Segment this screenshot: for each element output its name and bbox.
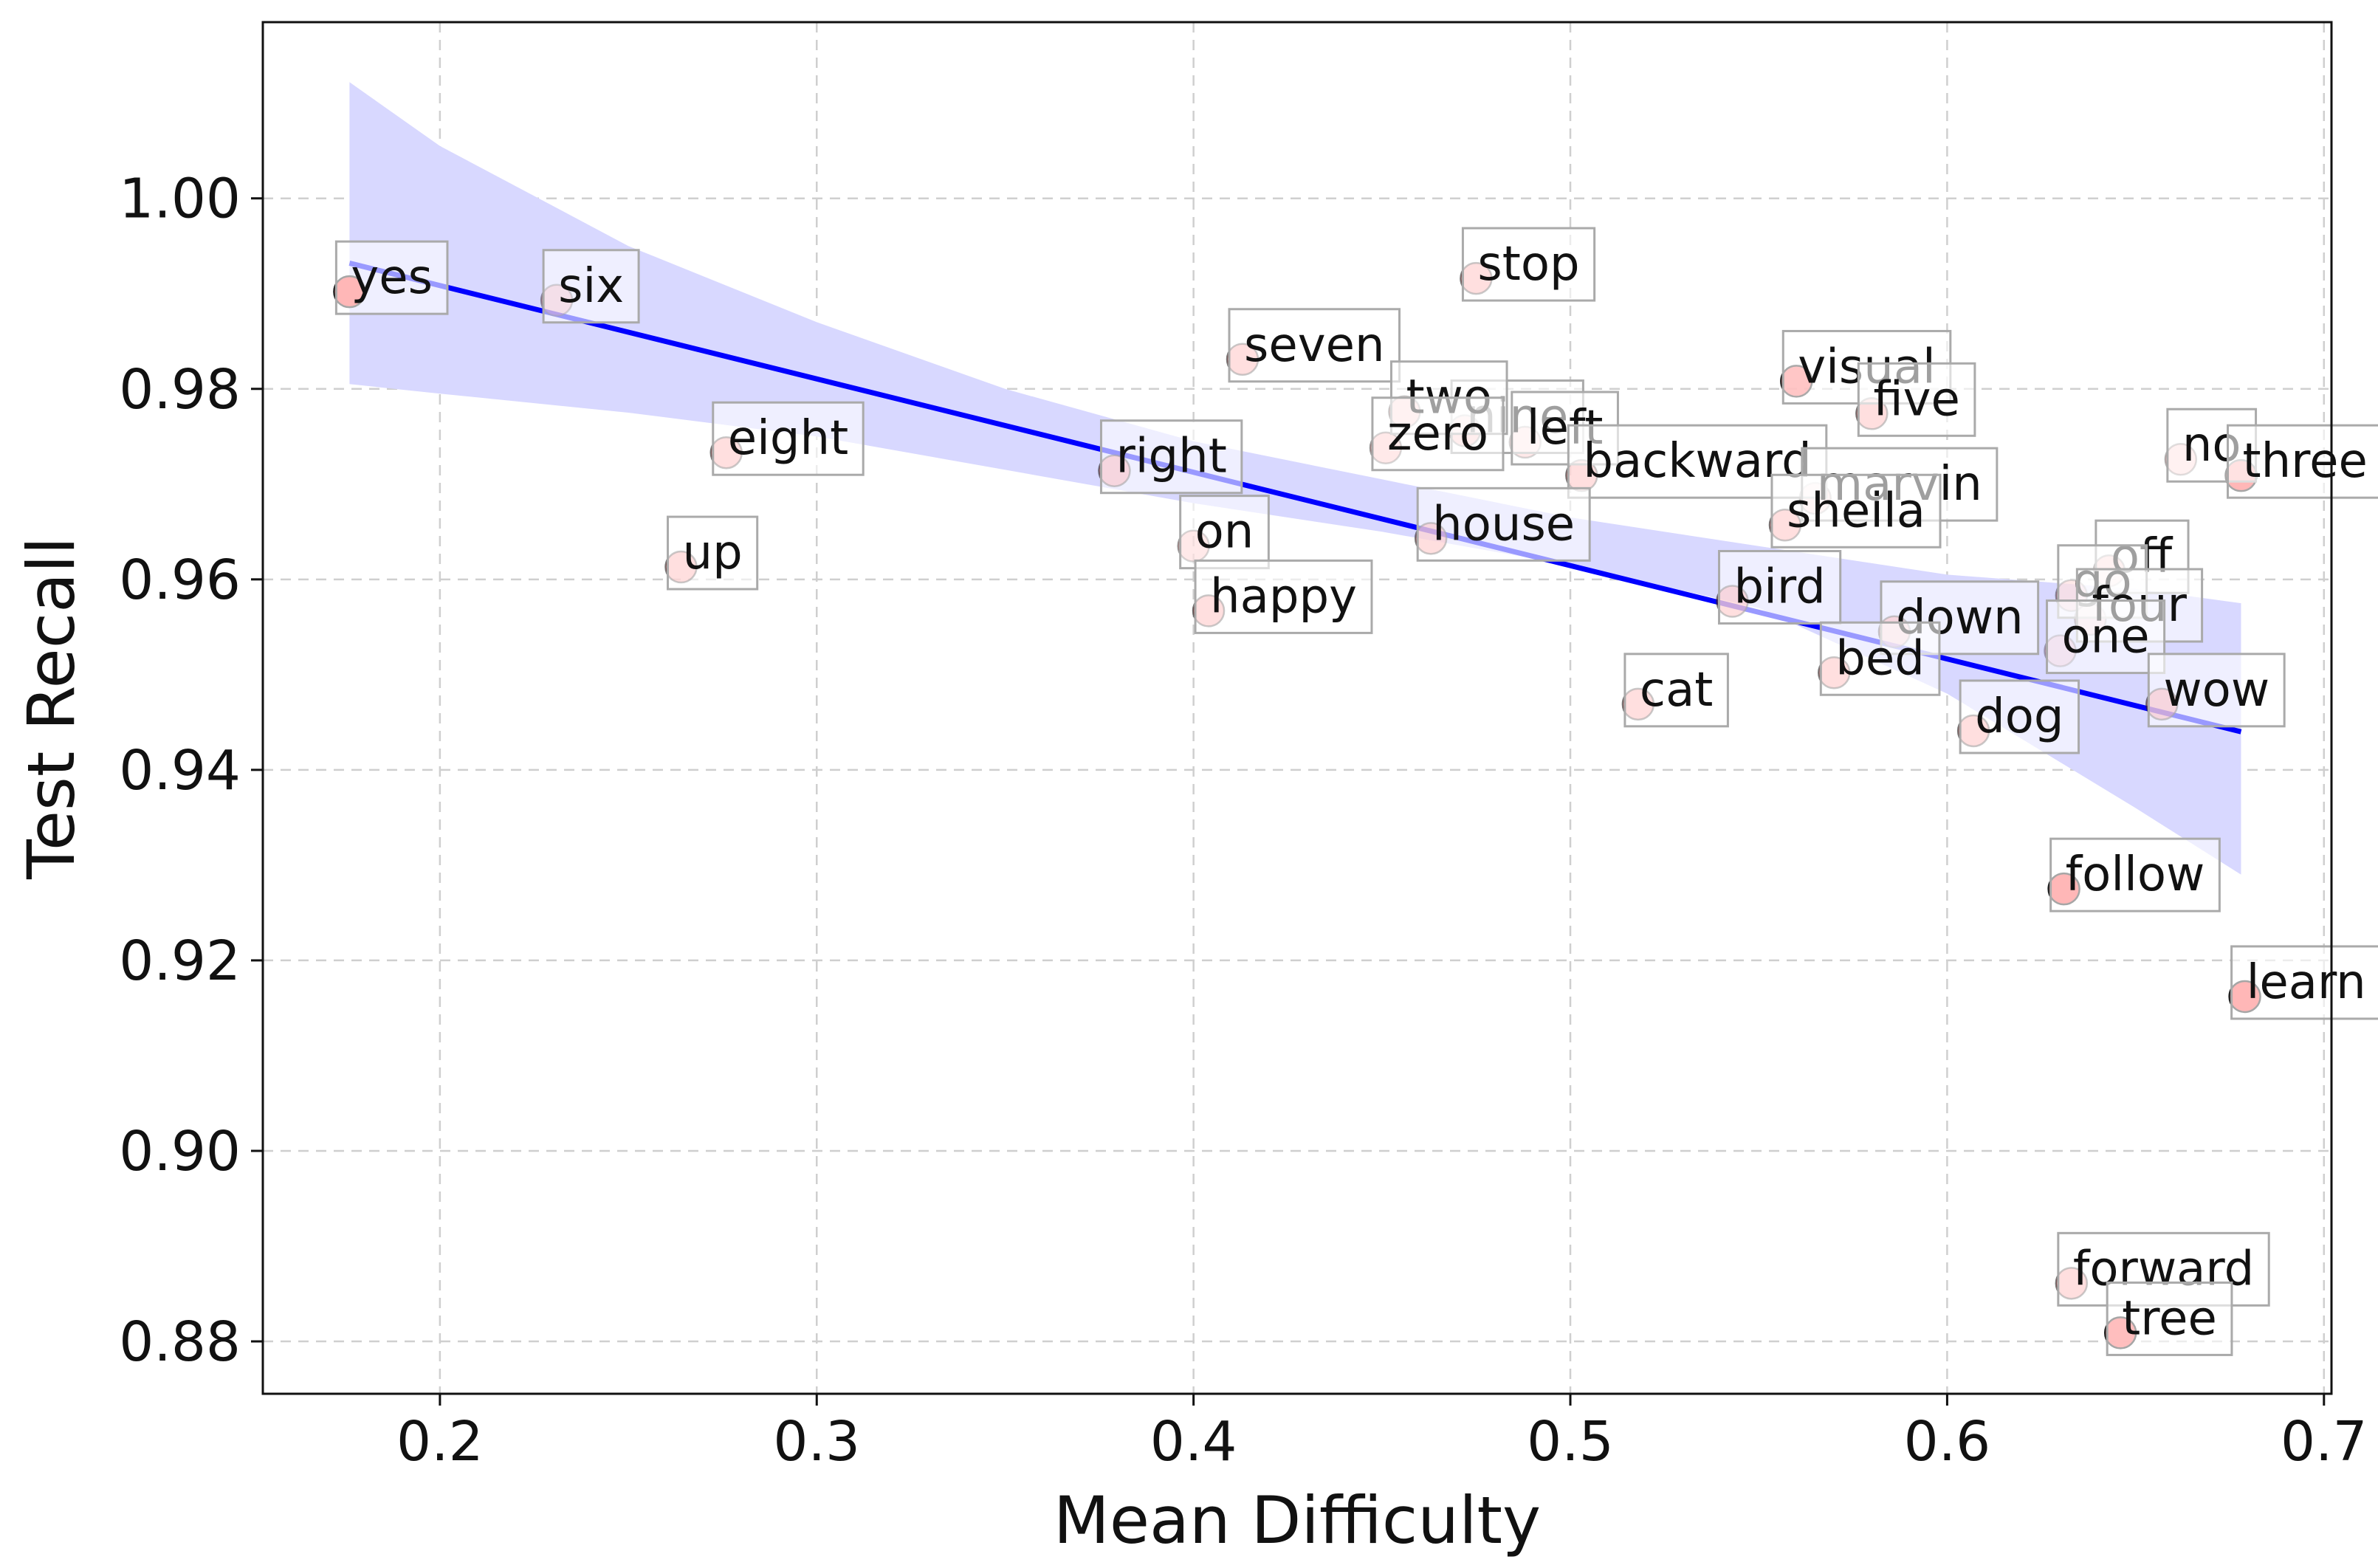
label-box	[1717, 549, 1842, 625]
point-label-right: right	[1099, 419, 1243, 495]
x-tick-label: 0.5	[1527, 1410, 1614, 1474]
label-text: dog	[1975, 690, 2063, 744]
point-label-eight: eight	[712, 401, 865, 476]
point-label-on: on	[1179, 495, 1270, 570]
point-label-sheila: sheila	[1770, 473, 1942, 549]
label-text: on	[1195, 505, 1254, 560]
x-tick-label: 0.7	[2281, 1410, 2368, 1474]
point-label-stop: stop	[1461, 227, 1596, 302]
label-box	[1857, 362, 1976, 437]
label-box	[1959, 679, 2080, 754]
point-label-cat: cat	[1623, 653, 1729, 728]
point-label-seven: seven	[1228, 308, 1401, 383]
label-box	[1099, 419, 1243, 495]
point-label-six: six	[542, 249, 640, 324]
y-tick-label: 1.00	[119, 168, 241, 231]
label-box	[667, 515, 759, 591]
y-tick-label: 0.94	[119, 739, 241, 802]
label-text: stop	[1477, 237, 1579, 292]
label-text: house	[1432, 497, 1575, 551]
label-text: seven	[1244, 318, 1385, 373]
x-tick-label: 0.4	[1150, 1410, 1237, 1474]
y-tick-label: 0.96	[119, 549, 241, 612]
point-label-backward: backward	[1567, 424, 1828, 499]
label-text: zero	[1387, 407, 1488, 461]
confidence-band	[349, 82, 2241, 875]
label-text: eight	[728, 411, 848, 466]
label-box	[1819, 621, 1941, 696]
point-label-bed: bed	[1819, 621, 1941, 696]
label-text: right	[1116, 430, 1226, 484]
label-box	[2106, 1281, 2233, 1356]
label-box	[2227, 424, 2378, 499]
label-text: up	[683, 526, 743, 580]
label-box	[2049, 837, 2221, 912]
x-tick-label: 0.2	[396, 1410, 484, 1474]
label-text: wow	[2163, 663, 2269, 718]
label-text: bird	[1733, 560, 1825, 614]
label-box	[1416, 486, 1591, 562]
x-tick-label: 0.6	[1904, 1410, 1991, 1474]
point-label-yes: yes	[334, 240, 449, 315]
label-box	[712, 401, 865, 476]
label-text: three	[2243, 434, 2368, 489]
label-box	[2147, 653, 2286, 728]
point-label-bird: bird	[1717, 549, 1842, 625]
label-text: follow	[2066, 847, 2205, 902]
point-label-wow: wow	[2147, 653, 2286, 728]
point-label-up: up	[667, 515, 759, 591]
label-box	[2046, 599, 2166, 675]
point-label-three: three	[2227, 424, 2378, 499]
label-box	[1371, 396, 1505, 472]
y-tick-label: 0.98	[119, 358, 241, 422]
point-label-happy: happy	[1194, 559, 1373, 634]
y-tick-label: 0.92	[119, 929, 241, 993]
point-labels: yessixeightupsevenrightonhappystopninetw…	[334, 227, 2378, 1356]
label-box	[2230, 945, 2378, 1020]
point-label-one: one	[2046, 599, 2166, 675]
y-axis-ticks: 0.88 0.90 0.92 0.94 0.96 0.98 1.00	[119, 168, 263, 1374]
y-axis-title: Test Recall	[13, 537, 89, 880]
point-label-learn: learn	[2230, 945, 2378, 1020]
x-axis-ticks: 0.2 0.3 0.4 0.5 0.6 0.7	[396, 1394, 2368, 1474]
label-text: yes	[351, 250, 433, 305]
x-tick-label: 0.3	[773, 1410, 860, 1474]
point-label-tree: tree	[2106, 1281, 2233, 1356]
label-box	[1179, 495, 1270, 570]
label-box	[1770, 473, 1942, 549]
y-tick-label: 0.88	[119, 1310, 241, 1374]
label-text: cat	[1640, 663, 1714, 718]
label-text: sheila	[1787, 484, 1925, 538]
point-label-five: five	[1857, 362, 1976, 437]
label-text: learn	[2247, 955, 2366, 1010]
label-text: six	[558, 259, 624, 314]
label-text: bed	[1835, 631, 1925, 686]
label-box	[1228, 308, 1401, 383]
point-label-zero: zero	[1371, 396, 1505, 472]
label-text: tree	[2122, 1291, 2217, 1346]
label-box	[1623, 653, 1729, 728]
label-text: five	[1873, 372, 1960, 427]
plot-frame	[261, 21, 2333, 1395]
point-label-house: house	[1416, 486, 1591, 562]
label-box	[542, 249, 640, 324]
y-tick-label: 0.90	[119, 1120, 241, 1183]
x-axis-title: Mean Difficulty	[1054, 1482, 1541, 1558]
label-text: happy	[1210, 569, 1357, 624]
point-label-dog: dog	[1959, 679, 2080, 754]
point-label-follow: follow	[2049, 837, 2221, 912]
confidence-band-area	[349, 82, 2241, 875]
label-box	[334, 240, 449, 315]
label-box	[1461, 227, 1596, 302]
label-text: one	[2062, 610, 2150, 664]
label-box	[1194, 559, 1373, 634]
